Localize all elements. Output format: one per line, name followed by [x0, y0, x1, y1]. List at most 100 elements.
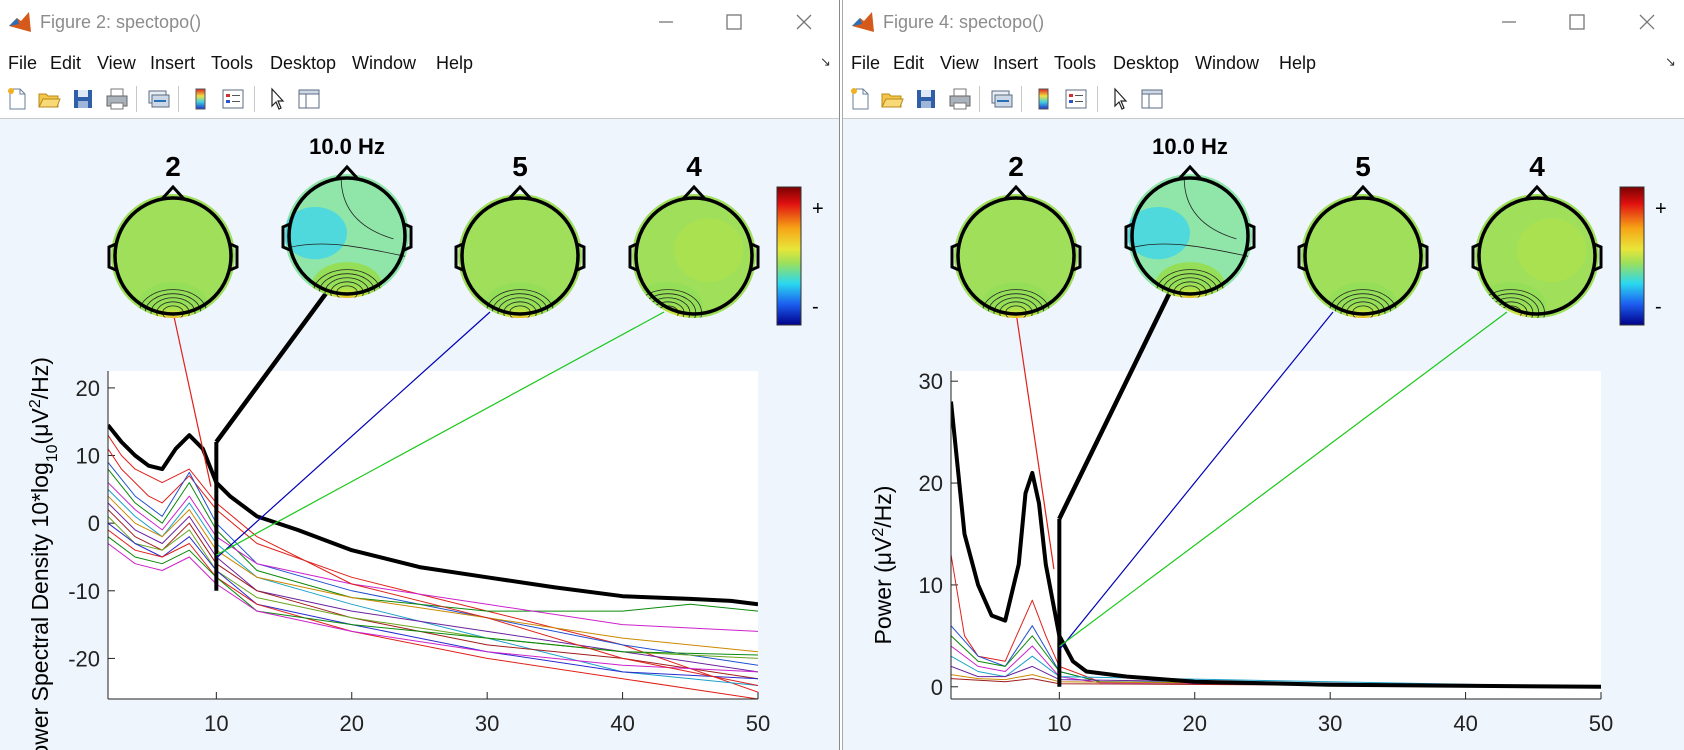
toolbar-separator — [178, 86, 179, 112]
menu-desktop[interactable]: Desktop — [1113, 53, 1180, 73]
colorbar-icon[interactable] — [1031, 86, 1057, 112]
topomap-contour — [324, 277, 370, 298]
link-plot-icon[interactable] — [146, 86, 172, 112]
y-tick-label: 0 — [931, 675, 943, 700]
print-icon[interactable] — [947, 86, 973, 112]
new-figure-icon[interactable] — [847, 86, 873, 112]
mean-spectrum-line — [108, 423, 758, 607]
x-tick-label: 30 — [475, 711, 499, 736]
topomap-low-region — [1128, 207, 1191, 260]
menu-insert[interactable]: Insert — [150, 53, 196, 73]
edit-plot-pointer-icon[interactable] — [264, 86, 290, 112]
dock-arrow-icon[interactable]: ↘ — [820, 54, 831, 69]
toolbar-separator — [979, 86, 980, 112]
y-tick-label: 0 — [88, 511, 100, 536]
menu-window[interactable]: Window — [1195, 53, 1260, 73]
menu-view[interactable]: View — [97, 53, 136, 73]
left-ear-icon — [950, 242, 960, 272]
channel-spectrum-line — [108, 509, 758, 680]
colorbar — [776, 186, 802, 326]
channel-spectrum-line — [108, 489, 758, 686]
title-bar[interactable]: Figure 2: spectopo() — [0, 0, 839, 44]
plot-area: Power (μV2/Hz) 30 20 10 0 10 20 30 40 50 2 10.0 Hz 5… — [843, 119, 1684, 750]
menu-edit[interactable]: Edit — [50, 53, 82, 73]
property-inspector-icon[interactable] — [296, 86, 322, 112]
topomap-label: 4 — [1529, 151, 1545, 182]
menu-edit[interactable]: Edit — [893, 53, 925, 73]
menu-file[interactable]: File — [8, 53, 38, 73]
left-ear-icon — [454, 242, 464, 272]
title-bar[interactable]: Figure 4: spectopo() — [843, 0, 1684, 44]
head-outline — [287, 176, 407, 296]
close-icon[interactable] — [1629, 4, 1665, 40]
menu-file[interactable]: File — [851, 53, 881, 73]
link-plot-icon[interactable] — [989, 86, 1015, 112]
topomap-contour — [1183, 177, 1237, 240]
right-ear-icon — [1072, 242, 1082, 272]
channel-spectrum-line — [951, 674, 1601, 688]
topomap-contour — [1167, 277, 1213, 298]
nose-icon — [1350, 184, 1376, 201]
menu-window[interactable]: Window — [352, 53, 417, 73]
topomap-connector-line — [216, 311, 665, 556]
open-file-icon[interactable] — [879, 86, 905, 112]
topomap-contour — [150, 297, 196, 318]
mean-spectrum-line — [951, 401, 1601, 689]
print-icon[interactable] — [104, 86, 130, 112]
nose-icon — [681, 184, 707, 201]
new-figure-icon[interactable] — [4, 86, 30, 112]
toolbar-separator — [254, 86, 255, 112]
nose-icon — [507, 184, 533, 201]
toolbar-separator — [1021, 86, 1022, 112]
nose-icon — [1524, 184, 1550, 201]
axes-background — [108, 371, 758, 699]
channel-spectrum-line — [108, 482, 758, 632]
topomap-label: 2 — [165, 151, 181, 182]
toolbar-separator — [1097, 86, 1098, 112]
figure-window-2[interactable]: Figure 2: spectopo() File Edit View Inse… — [0, 0, 840, 750]
topomap-low-region — [285, 207, 348, 260]
x-tick-label: 20 — [1183, 711, 1207, 736]
menu-tools[interactable]: Tools — [1054, 53, 1097, 73]
menu-insert[interactable]: Insert — [993, 53, 1039, 73]
channel-spectrum-line — [108, 495, 758, 653]
topomap-label: 5 — [1355, 151, 1371, 182]
figure-window-4[interactable]: Figure 4: spectopo() File Edit View Inse… — [842, 0, 1684, 750]
colorbar-minus-label: - — [812, 296, 819, 318]
left-ear-icon — [107, 242, 117, 272]
open-file-icon[interactable] — [36, 86, 62, 112]
maximize-icon[interactable] — [716, 4, 752, 40]
menu-desktop[interactable]: Desktop — [270, 53, 337, 73]
minimize-icon[interactable] — [1491, 4, 1527, 40]
property-inspector-icon[interactable] — [1139, 86, 1165, 112]
save-icon[interactable] — [913, 86, 939, 112]
topomap-head — [1471, 184, 1603, 318]
menu-help[interactable]: Help — [436, 53, 474, 73]
save-icon[interactable] — [70, 86, 96, 112]
channel-spectrum-line — [108, 448, 758, 693]
spectopo-figure: Power Spectral Density 10*log10(μV2/Hz) 2… — [27, 134, 824, 750]
topomap-connector-line — [172, 311, 212, 487]
y-axis-label: Power (μV2/Hz) — [870, 486, 897, 645]
minimize-icon[interactable] — [648, 4, 684, 40]
nose-icon — [334, 164, 360, 181]
menu-view[interactable]: View — [940, 53, 979, 73]
colorbar-icon[interactable] — [188, 86, 214, 112]
channel-spectrum-line — [951, 645, 1601, 688]
head-outline — [956, 196, 1076, 316]
y-axis-label-main: Power Spectral Density 10*log — [27, 462, 53, 750]
legend-icon[interactable] — [1063, 86, 1089, 112]
edit-plot-pointer-icon[interactable] — [1107, 86, 1133, 112]
legend-icon[interactable] — [220, 86, 246, 112]
y-tick-label: 20 — [919, 471, 943, 496]
menu-help[interactable]: Help — [1279, 53, 1317, 73]
topomap-connector-line — [1058, 311, 1508, 647]
maximize-icon[interactable] — [1559, 4, 1595, 40]
close-icon[interactable] — [786, 4, 822, 40]
topomap-contour — [288, 243, 406, 257]
y-tick-label: 20 — [76, 376, 100, 401]
head-outline — [1130, 176, 1250, 296]
right-ear-icon — [750, 242, 760, 272]
dock-arrow-icon[interactable]: ↘ — [1665, 54, 1676, 69]
menu-tools[interactable]: Tools — [211, 53, 254, 73]
